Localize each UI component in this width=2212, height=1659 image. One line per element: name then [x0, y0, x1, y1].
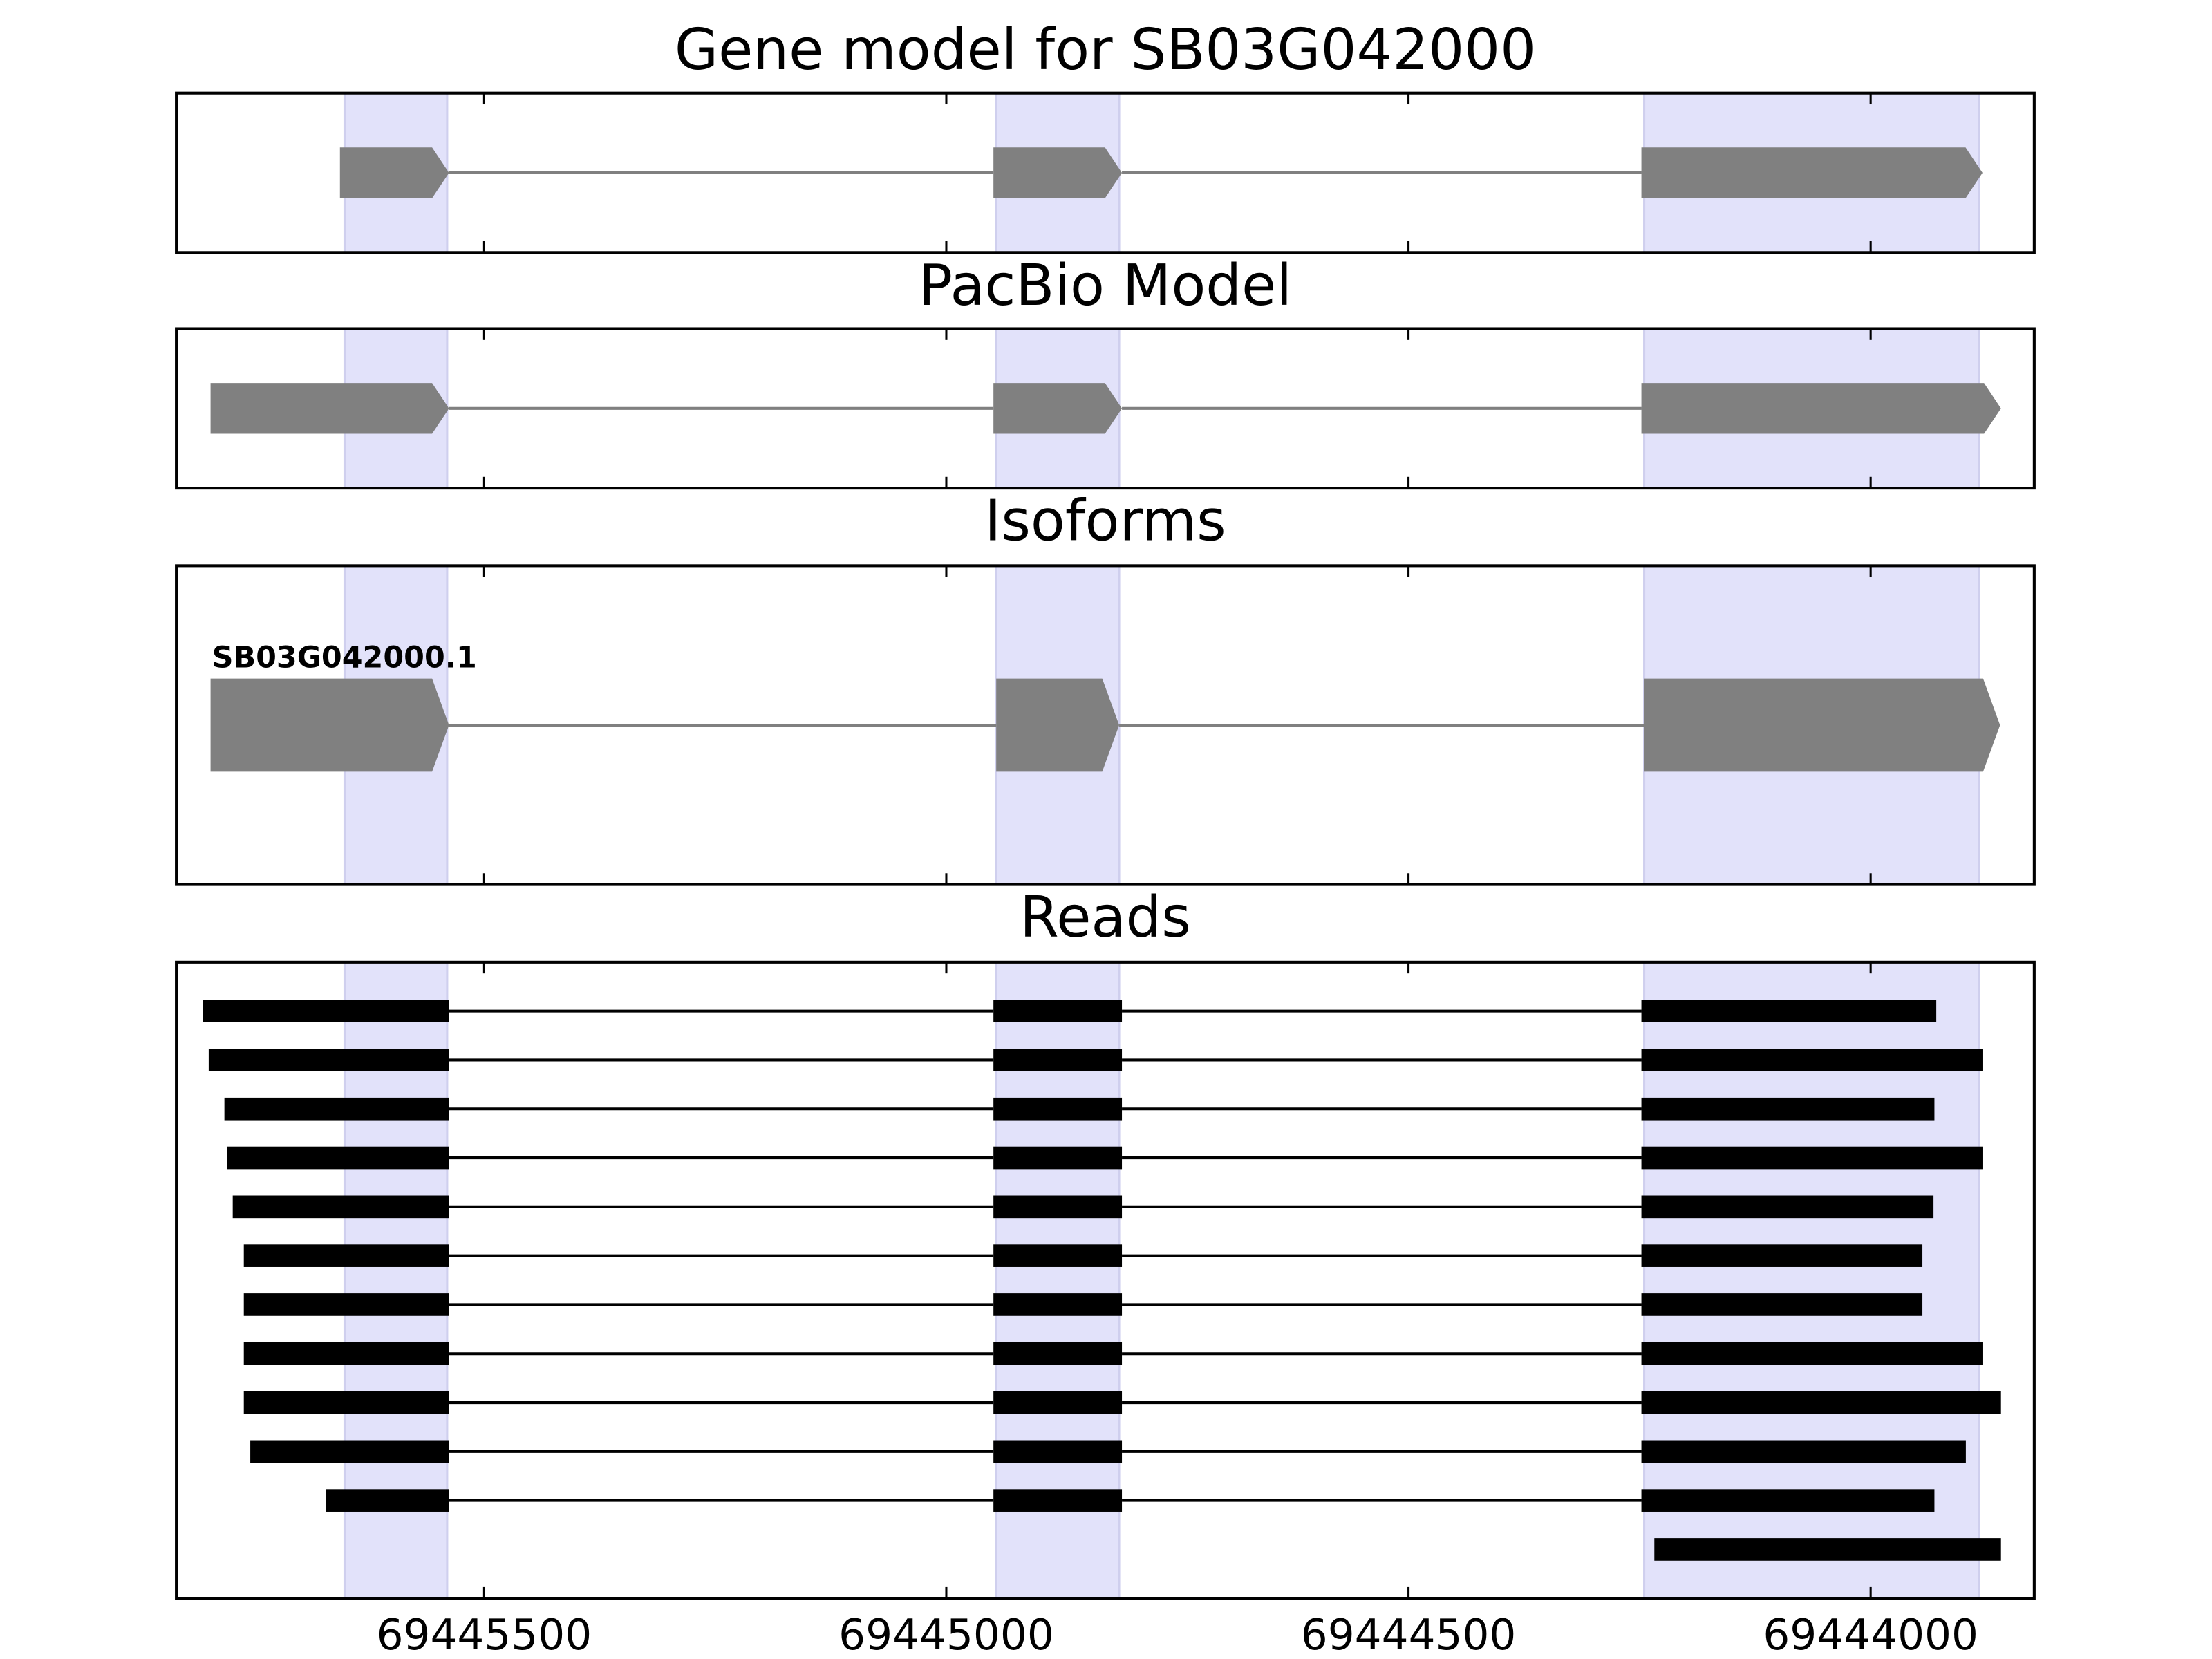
x-tick-label: 69444000 — [1763, 1611, 1978, 1659]
read-segment — [1641, 1097, 1935, 1121]
read-segment — [993, 1049, 1123, 1071]
read-segment — [243, 1293, 449, 1316]
exon — [210, 383, 449, 434]
exon — [993, 383, 1123, 434]
read-segment — [250, 1440, 449, 1463]
read-segment — [993, 1146, 1123, 1170]
isoform-label: SB03G042000.1 — [212, 640, 477, 675]
panel-title: Isoforms — [984, 489, 1226, 554]
exon — [1641, 147, 1983, 198]
read-segment — [1641, 1489, 1935, 1512]
read-segment — [993, 1097, 1123, 1121]
read-segment — [243, 1342, 449, 1365]
read-segment — [993, 1489, 1123, 1512]
read-segment — [993, 1244, 1123, 1267]
read-segment — [208, 1049, 449, 1071]
read-segment — [1641, 1049, 1983, 1071]
read-segment — [993, 1440, 1123, 1463]
x-tick-label: 69444500 — [1301, 1611, 1517, 1659]
exon — [339, 147, 449, 198]
panel-title: PacBio Model — [919, 253, 1292, 319]
read-segment — [243, 1391, 449, 1414]
exon — [1641, 383, 2001, 434]
panel-frame — [175, 327, 2036, 490]
read-segment — [993, 1391, 1123, 1414]
read-segment — [993, 1195, 1123, 1219]
exon — [1644, 678, 2000, 772]
read-segment — [1641, 1440, 1966, 1463]
exon — [210, 678, 449, 772]
read-segment — [1654, 1538, 2001, 1561]
read-segment — [993, 1293, 1123, 1316]
read-segment — [224, 1097, 449, 1121]
read-segment — [1641, 1146, 1983, 1170]
read-segment — [1641, 1195, 1934, 1219]
panel-frame — [175, 91, 2036, 254]
panel-title: Reads — [1020, 885, 1191, 950]
panel-frame — [175, 960, 2036, 1600]
read-segment — [326, 1489, 449, 1512]
read-segment — [1641, 1293, 1923, 1316]
read-segment — [1641, 1342, 1983, 1365]
panel-title: Gene model for SB03G042000 — [675, 17, 1536, 83]
exon — [993, 147, 1123, 198]
read-segment — [993, 1342, 1123, 1365]
read-segment — [227, 1146, 449, 1170]
read-segment — [243, 1244, 449, 1267]
read-segment — [203, 1000, 449, 1022]
read-segment — [1641, 1244, 1923, 1267]
exon — [996, 678, 1120, 772]
read-segment — [1641, 1000, 1937, 1022]
panel-frame — [175, 564, 2036, 886]
x-tick-label: 69445000 — [838, 1611, 1054, 1659]
x-tick-label: 69445500 — [377, 1611, 592, 1659]
read-segment — [1641, 1391, 2001, 1414]
read-segment — [232, 1195, 449, 1219]
read-segment — [993, 1000, 1123, 1022]
